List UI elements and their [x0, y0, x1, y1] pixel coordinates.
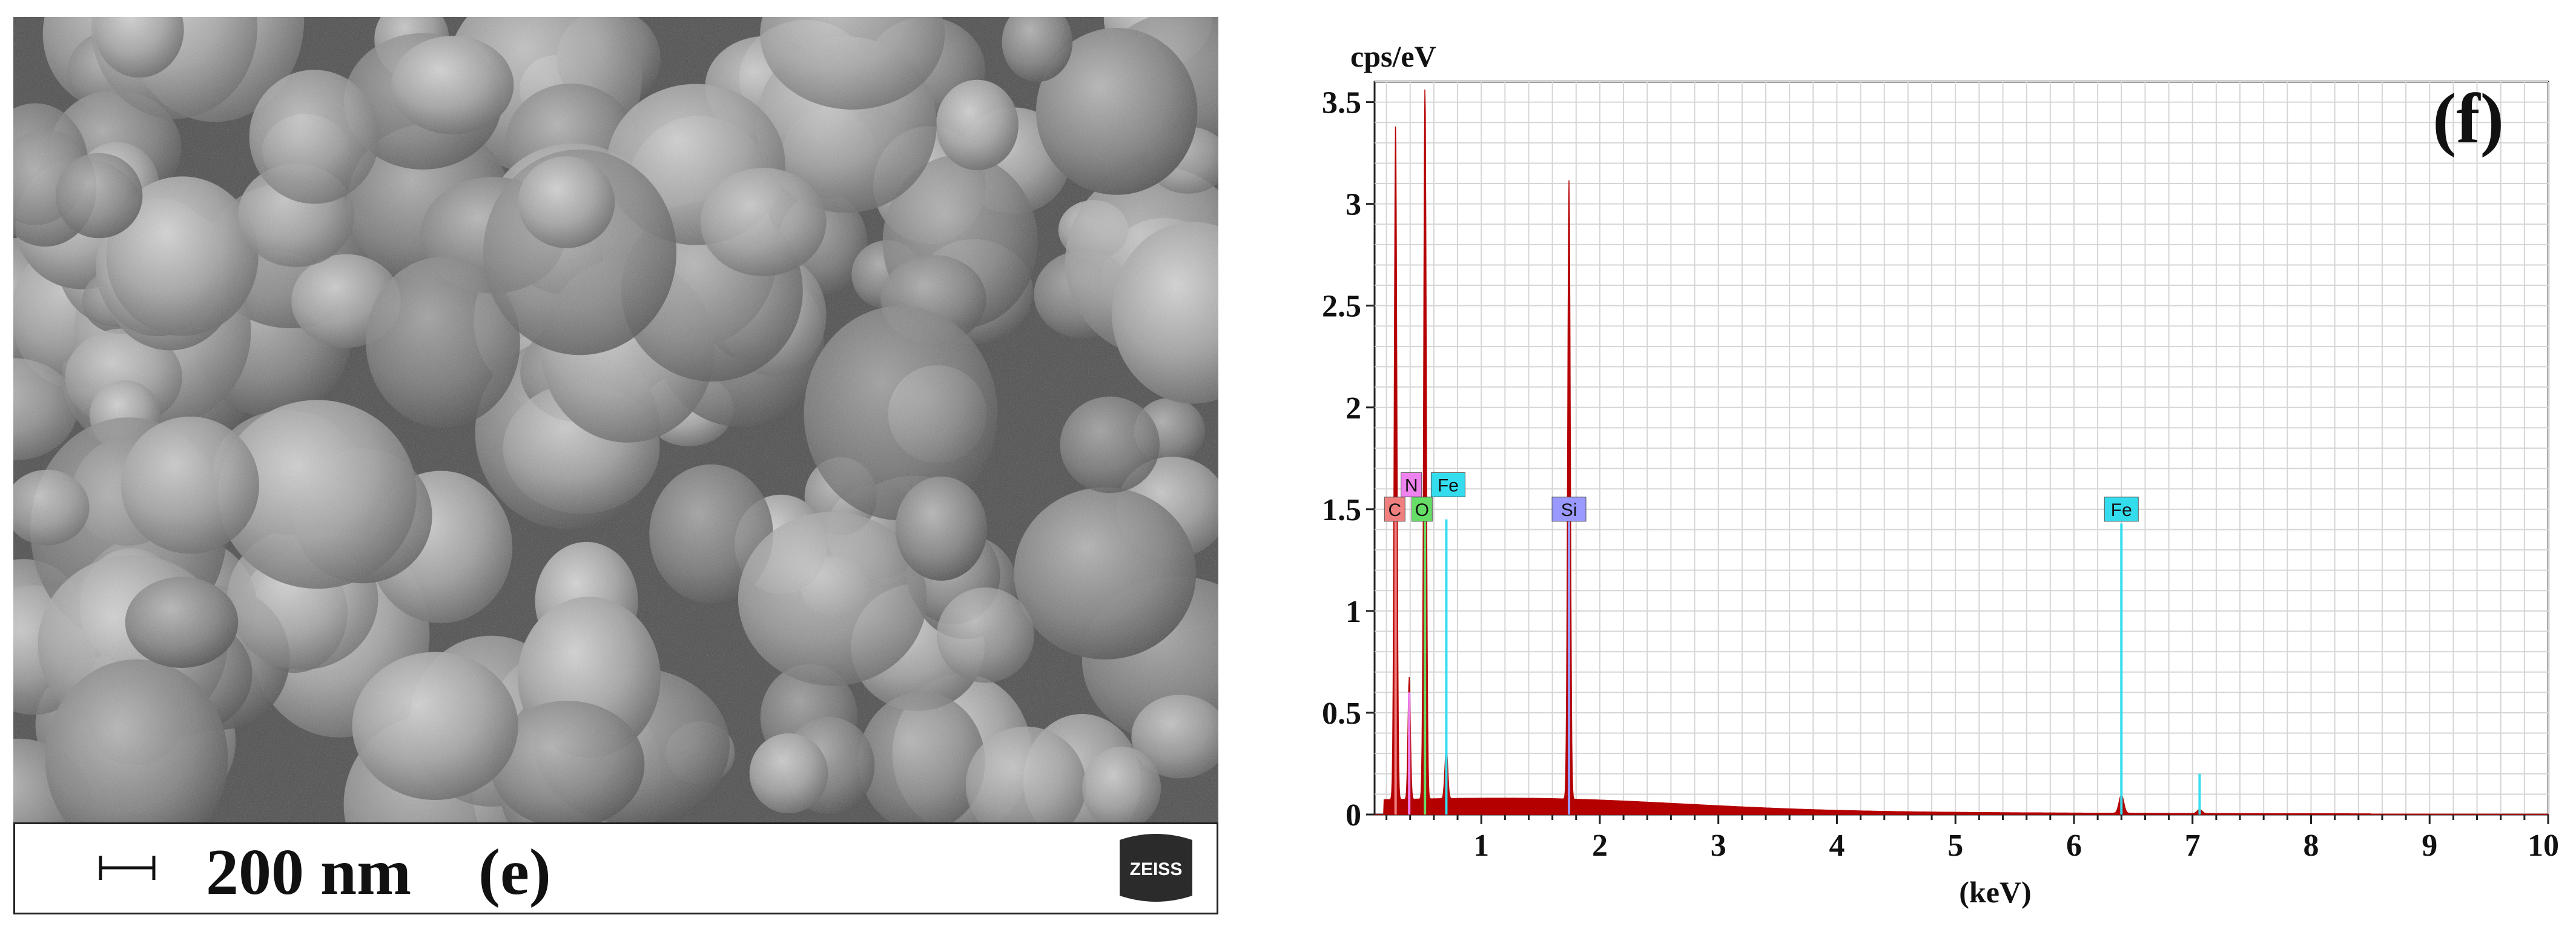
y-tick-label: 2	[1346, 391, 1361, 426]
y-tick-label: 3.5	[1322, 86, 1361, 121]
scale-bar-icon	[99, 856, 156, 880]
panel-label-e: (e)	[478, 836, 551, 908]
element-label-o: O	[1411, 497, 1433, 522]
element-label-si: Si	[1551, 497, 1587, 522]
element-peaks	[1394, 519, 2201, 815]
x-tick-label: 10	[2528, 828, 2559, 863]
x-tick-label: 9	[2422, 828, 2437, 863]
x-axis-label: (keV)	[1959, 875, 2031, 909]
x-tick-label: 5	[1947, 828, 1963, 863]
x-tick-label: 7	[2185, 828, 2201, 863]
element-label-fe: Fe	[1430, 472, 1465, 497]
svg-text:N: N	[1405, 476, 1418, 496]
x-tick-label: 1	[1473, 828, 1489, 863]
panel-label-f: (f)	[2432, 79, 2504, 158]
element-label-c: C	[1384, 497, 1405, 522]
y-tick-label: 0.5	[1322, 696, 1361, 731]
eds-panel: N Fe C O Si Fe 0 0.5 1 1.5 2 2.5 3 3.5 1 2 3 4 5 6 7 8 9 10 cp…	[1260, 0, 2576, 932]
eds-spectrum-chart: N Fe C O Si Fe 0 0.5 1 1.5 2 2.5 3 3.5 1 2 3 4 5 6 7 8 9 10 cp…	[1322, 39, 2559, 909]
x-tick-label: 8	[2303, 828, 2319, 863]
svg-text:O: O	[1415, 500, 1429, 520]
y-tick-label: 1	[1346, 595, 1361, 629]
spectrum-area	[1375, 89, 2549, 815]
x-tick-label: 3	[1711, 828, 1726, 863]
svg-text:Fe: Fe	[1438, 476, 1459, 496]
element-label-fe: Fe	[2104, 497, 2139, 522]
svg-text:Fe: Fe	[2111, 500, 2132, 520]
element-label-n: N	[1401, 472, 1422, 497]
spectrum-series	[1375, 89, 2549, 815]
sem-data-bar: 200 nm (e) ZEISS	[13, 822, 1218, 914]
x-tick-label: 2	[1592, 828, 1608, 863]
y-tick-label: 3	[1346, 188, 1361, 222]
sem-panel: 200 nm (e) ZEISS	[13, 17, 1218, 914]
scale-bar-label: 200 nm	[206, 836, 412, 908]
svg-text:C: C	[1388, 500, 1401, 520]
y-tick-label: 1.5	[1322, 493, 1361, 527]
zeiss-logo: ZEISS	[1120, 834, 1192, 902]
element-labels: N Fe C O Si Fe	[1384, 472, 2139, 522]
axes: 0 0.5 1 1.5 2 2.5 3 3.5 1 2 3 4 5 6 7 8 9 10	[1322, 86, 2559, 863]
y-tick-label: 2.5	[1322, 289, 1361, 324]
y-axis-label: cps/eV	[1350, 39, 1436, 73]
x-tick-label: 6	[2066, 828, 2082, 863]
svg-text:Si: Si	[1561, 500, 1577, 520]
sem-micrograph	[13, 17, 1218, 822]
zeiss-logo-text: ZEISS	[1130, 859, 1183, 879]
grid-lines	[1375, 81, 2549, 815]
x-tick-label: 4	[1829, 828, 1844, 863]
y-tick-label: 0	[1346, 798, 1361, 833]
